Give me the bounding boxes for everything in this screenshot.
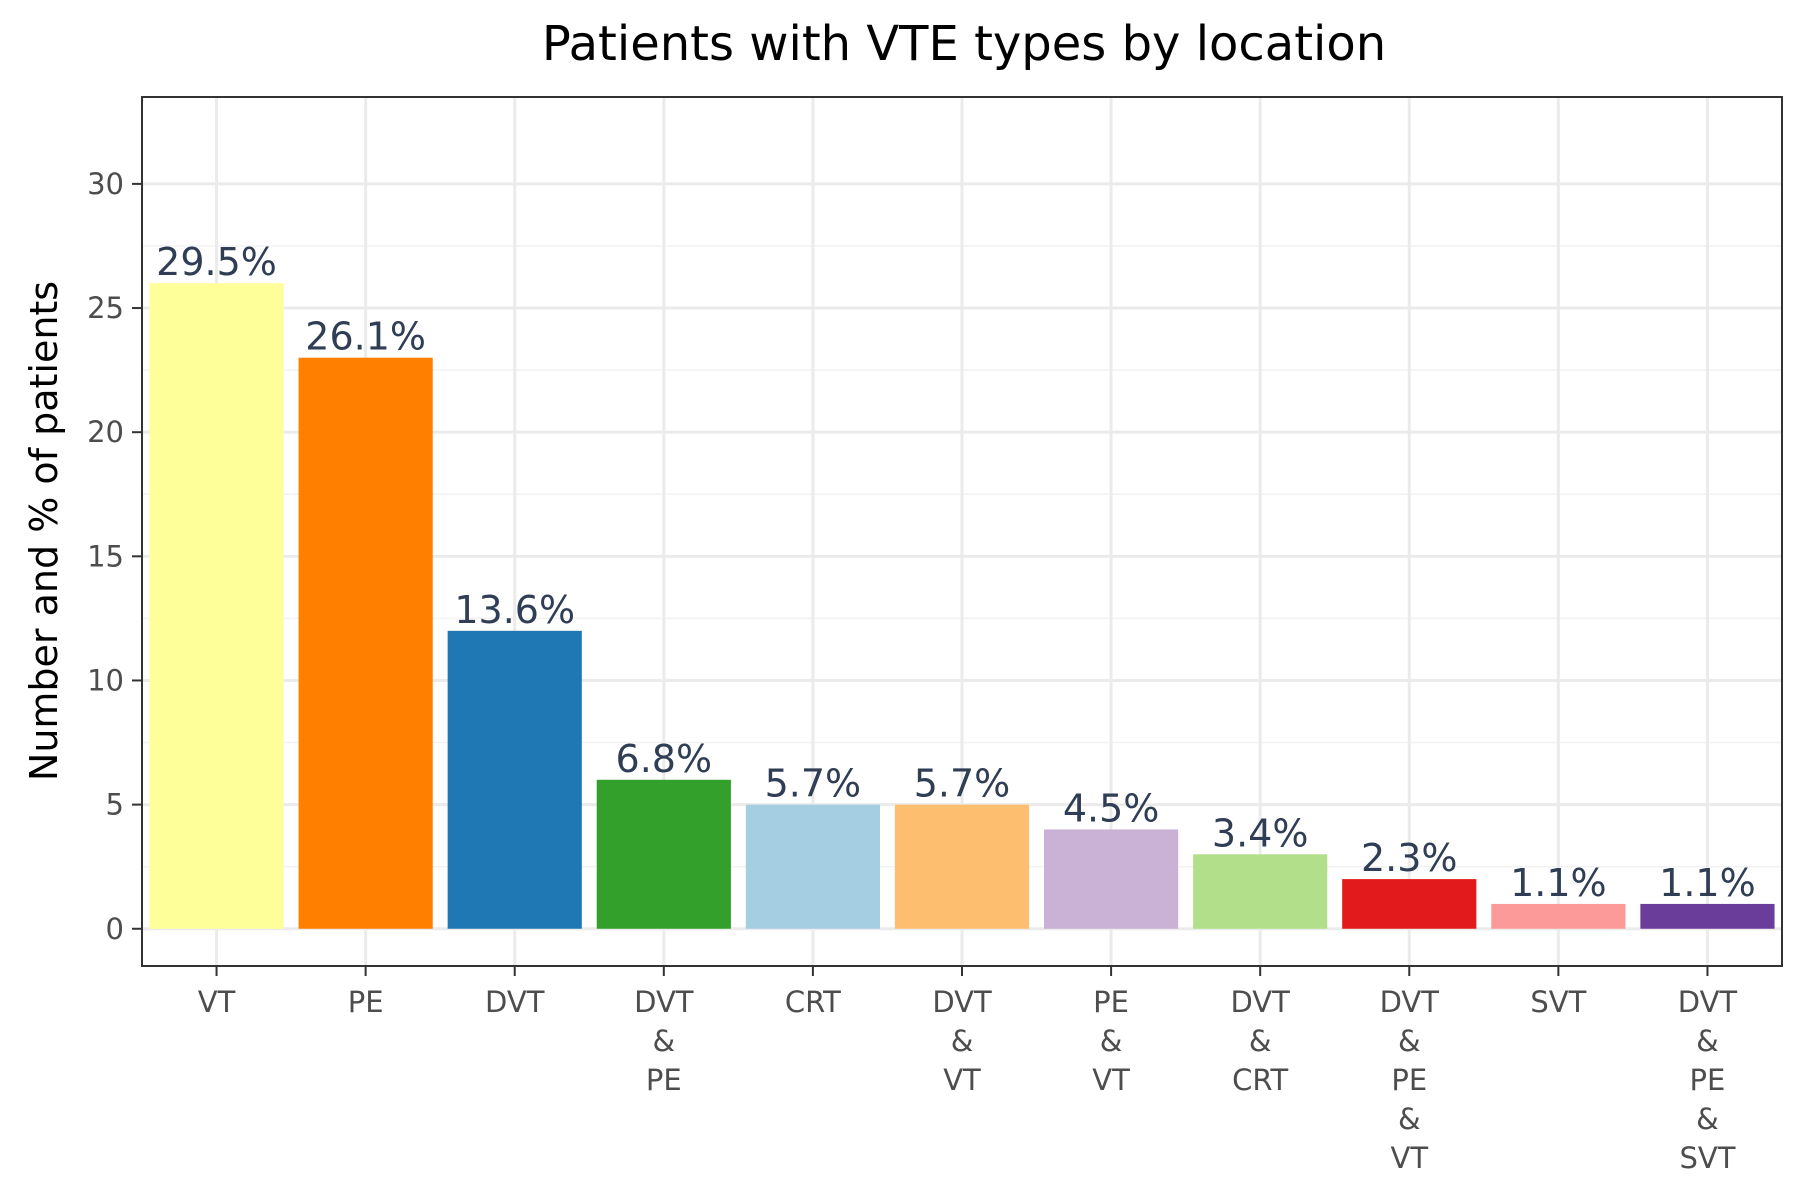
bar-value-label: 5.7% <box>914 762 1011 806</box>
x-tick-label-line: PE <box>646 1063 682 1097</box>
x-tick-label-line: & <box>653 1024 676 1058</box>
bar-value-label: 4.5% <box>1063 786 1160 830</box>
x-tick-label-line: PE <box>348 985 384 1019</box>
bar-value-label: 3.4% <box>1212 811 1309 855</box>
bar <box>745 804 880 929</box>
bar <box>1342 879 1477 929</box>
x-tick-label-line: & <box>1398 1024 1421 1058</box>
x-tick-label: VT <box>198 985 236 1019</box>
x-tick-label-line: CRT <box>785 985 841 1019</box>
bar <box>894 804 1030 929</box>
x-tick-label: DVT & PE & VT <box>1380 985 1440 1175</box>
x-tick-label: DVT & PE & SVT <box>1678 985 1738 1175</box>
y-tick-label: 5 <box>106 788 124 822</box>
bar-value-label: 29.5% <box>156 240 277 284</box>
x-tick-label-line: PE <box>1391 1063 1427 1097</box>
x-tick-label-line: DVT <box>1230 985 1290 1019</box>
bar <box>447 630 582 929</box>
bar <box>1491 903 1626 929</box>
x-tick-label: CRT <box>785 985 841 1019</box>
bar-value-label: 26.1% <box>305 315 426 359</box>
x-tick-label-line: CRT <box>1232 1063 1288 1097</box>
y-tick-label: 0 <box>106 912 124 946</box>
x-tick-label-line: SVT <box>1679 1141 1735 1175</box>
y-tick-label: 30 <box>87 167 124 201</box>
x-tick-label-line: DVT <box>1678 985 1738 1019</box>
bar <box>596 779 731 929</box>
y-axis-label: Number and % of patients <box>22 281 66 781</box>
bar <box>1640 903 1775 929</box>
x-tick-label-line: & <box>1696 1024 1719 1058</box>
x-tick-label: DVT & CRT <box>1230 985 1290 1097</box>
bar <box>1193 854 1328 929</box>
x-tick-label-line: SVT <box>1530 985 1586 1019</box>
x-tick-label-line: & <box>1249 1024 1272 1058</box>
x-tick-label-line: PE <box>1093 985 1129 1019</box>
x-tick-label: SVT <box>1530 985 1586 1019</box>
x-tick-label-line: DVT <box>932 985 992 1019</box>
x-tick-label-line: & <box>1696 1102 1719 1136</box>
x-tick-label: DVT & PE <box>634 985 694 1097</box>
x-tick-label: PE & VT <box>1092 985 1130 1097</box>
y-tick-label: 10 <box>87 663 124 697</box>
x-tick-label-line: VT <box>198 985 236 1019</box>
bar-value-label: 6.8% <box>616 737 713 781</box>
x-tick-label-line: VT <box>943 1063 981 1097</box>
x-tick-label-line: DVT <box>1380 985 1440 1019</box>
bar-value-label: 13.6% <box>454 588 575 632</box>
x-tick-label-line: VT <box>1390 1141 1428 1175</box>
x-tick-label-line: & <box>1100 1024 1123 1058</box>
x-tick-label-line: DVT <box>634 985 694 1019</box>
x-tick-label: PE <box>348 985 384 1019</box>
x-tick-label-line: & <box>951 1024 974 1058</box>
bar-value-label: 1.1% <box>1510 861 1607 905</box>
bar <box>1044 829 1179 929</box>
bar <box>298 357 433 929</box>
y-tick-label: 20 <box>87 415 124 449</box>
x-tick-label: DVT <box>485 985 545 1019</box>
bar <box>149 283 284 929</box>
x-tick-label-line: DVT <box>485 985 545 1019</box>
chart-title: Patients with VTE types by location <box>542 16 1386 72</box>
y-tick-label: 15 <box>87 539 124 573</box>
x-tick-label: DVT & VT <box>932 985 992 1097</box>
y-tick-label: 25 <box>87 291 124 325</box>
x-tick-label-line: & <box>1398 1102 1421 1136</box>
bar-value-label: 1.1% <box>1659 861 1756 905</box>
x-tick-label-line: PE <box>1690 1063 1726 1097</box>
bar-value-label: 2.3% <box>1361 836 1458 880</box>
x-tick-label-line: VT <box>1092 1063 1130 1097</box>
plot-area: 29.5% 26.1% 13.6% 6.8% 5.7% 5.7% 4.5% 3.4% 2.3% 1… <box>87 96 1783 1175</box>
bar-value-label: 5.7% <box>765 762 862 806</box>
